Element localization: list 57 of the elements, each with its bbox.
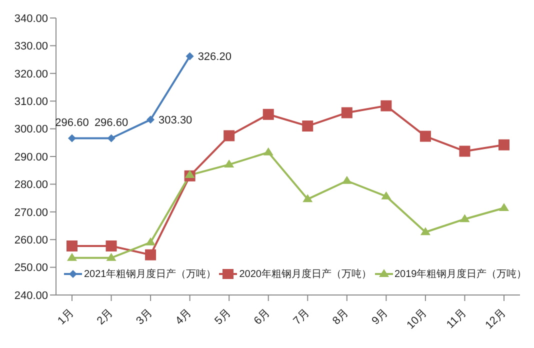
point [106, 240, 117, 252]
x-tick-label: 5月 [212, 306, 234, 328]
data-label: 296.60 [55, 117, 89, 130]
point [460, 214, 470, 222]
point [381, 191, 392, 200]
y-tick-label: 290.00 [14, 151, 48, 164]
point [498, 139, 510, 150]
legend-label: 2020年粗钢月度日产（万吨） [239, 268, 372, 281]
y-tick-label: 270.00 [14, 206, 48, 219]
point [459, 146, 470, 157]
point [302, 194, 313, 202]
point [146, 116, 155, 124]
x-tick-label: 8月 [330, 306, 352, 328]
point [146, 237, 156, 246]
point [66, 240, 78, 252]
point [145, 249, 156, 260]
point [262, 108, 274, 120]
point [420, 227, 430, 236]
x-tick-label: 9月 [370, 306, 390, 328]
y-tick-label: 250.00 [14, 262, 48, 274]
x-tick-label: 1月 [56, 306, 76, 328]
point [380, 100, 392, 112]
y-tick-label: 310.00 [14, 96, 48, 108]
point [263, 147, 274, 156]
point [184, 170, 195, 178]
point [341, 107, 352, 118]
legend-label: 2021年粗钢月度日产（万吨） [84, 268, 216, 281]
y-tick-label: 240.00 [14, 290, 48, 302]
x-tick-label: 11月 [444, 306, 469, 332]
y-tick-label: 340.00 [14, 12, 48, 25]
data-label: 326.20 [198, 51, 232, 64]
data-label: 303.30 [158, 114, 192, 127]
point [224, 160, 234, 168]
point [224, 130, 235, 142]
point [420, 130, 431, 142]
x-tick-label: 7月 [291, 306, 312, 328]
x-tick-label: 3月 [134, 306, 155, 328]
x-tick-label: 12月 [483, 306, 508, 332]
point [186, 52, 194, 60]
y-tick-label: 320.00 [14, 68, 48, 80]
point [499, 203, 509, 212]
y-tick-label: 260.00 [14, 234, 48, 247]
x-tick-label: 6月 [252, 306, 273, 328]
y-tick-label: 330.00 [14, 40, 48, 53]
point [67, 252, 77, 261]
point [106, 252, 116, 261]
point [302, 120, 314, 132]
data-label: 296.60 [94, 117, 128, 130]
x-tick-label: 4月 [173, 306, 194, 328]
point [342, 176, 352, 184]
y-tick-label: 280.00 [14, 179, 48, 192]
x-tick-label: 2月 [94, 306, 116, 328]
x-tick-label: 10月 [404, 306, 430, 332]
point [107, 134, 116, 142]
y-tick-label: 300.00 [14, 124, 48, 136]
point [68, 134, 76, 142]
legend-label: 2019年粗钢月度日产（万吨） [394, 268, 527, 281]
